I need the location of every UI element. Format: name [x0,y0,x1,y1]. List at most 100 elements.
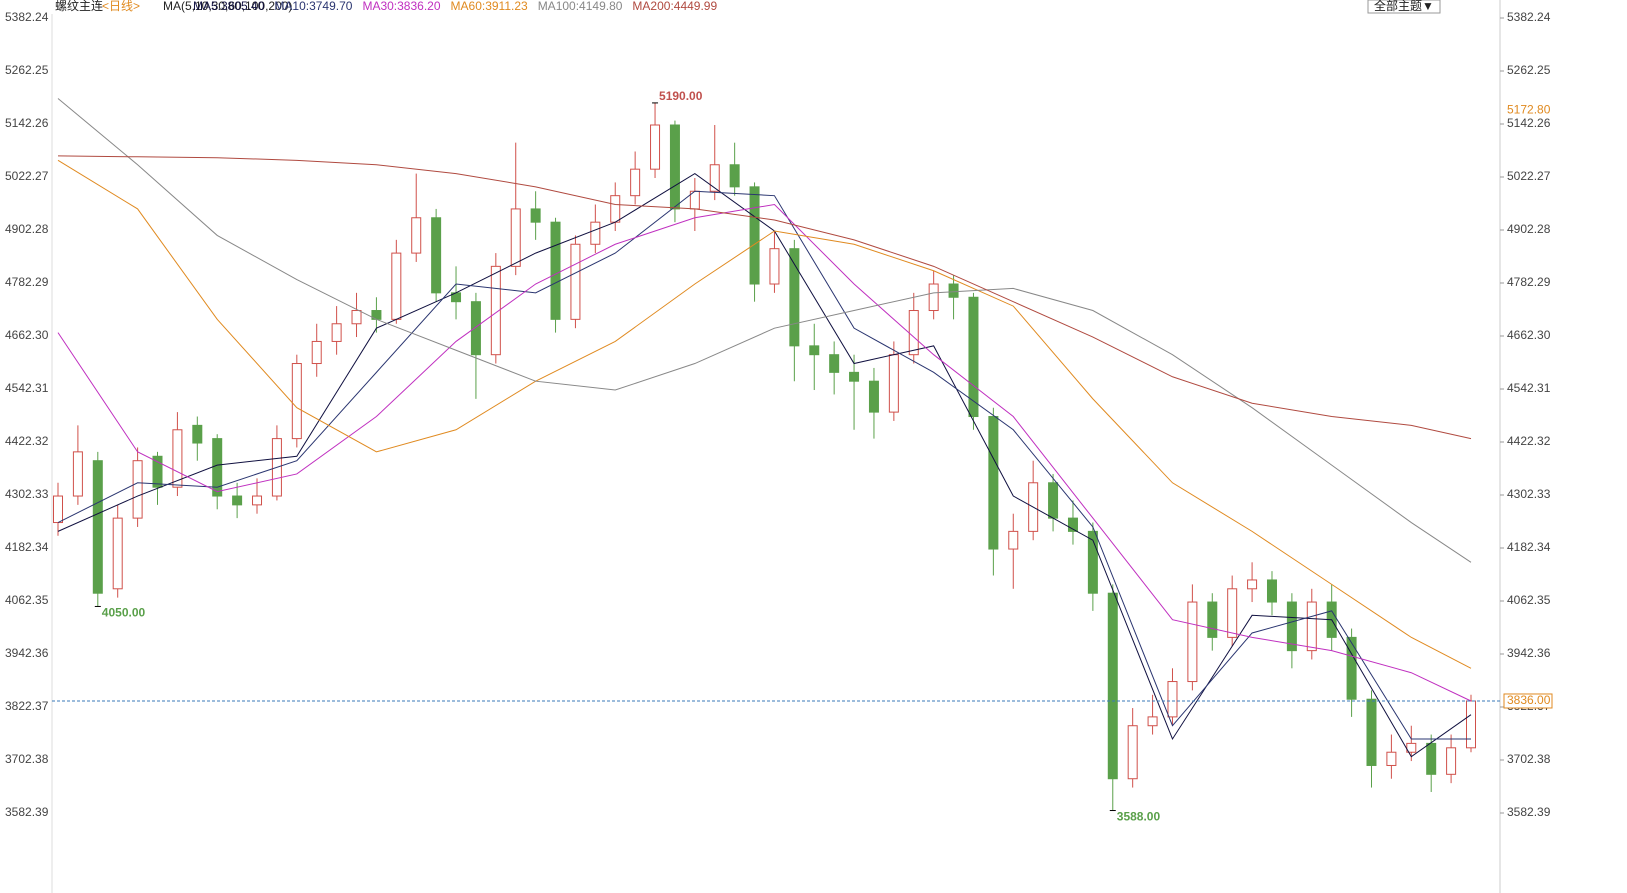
candle-body [351,310,362,325]
candle-body [1306,601,1317,652]
y-tick-label: 4902.28 [5,222,49,236]
candle-body [868,380,879,413]
candle-body [1087,530,1098,594]
y-tick-label: 5262.25 [5,63,49,77]
candle-body [192,424,203,444]
y-tick-label-right: 3942.36 [1507,646,1551,660]
legend-item: MA200:4449.99 [632,0,717,13]
candle-body [1187,601,1198,683]
candle-body [1406,742,1417,753]
candle-body [769,248,780,285]
y-tick-label: 4302.33 [5,487,49,501]
y-tick-label-right: 5142.26 [1507,116,1551,130]
candle-body [928,283,939,312]
candle-body [112,517,123,590]
y-tick-label-right: 4782.29 [1507,275,1551,289]
candle-body [550,221,561,320]
theme-button-label[interactable]: 全部主题▼ [1374,0,1434,13]
candle-body [1426,742,1437,775]
candle-body [391,252,402,320]
y-tick-label-right: 4302.33 [1507,487,1551,501]
period: <日线> [102,0,140,13]
candle-body [849,371,860,382]
legend-item: MA10:3749.70 [274,0,352,13]
y-tick-label: 3582.39 [5,805,49,819]
y-tick-label: 3942.36 [5,646,49,660]
legend-item: MA100:4149.80 [538,0,623,13]
candle-body [331,323,342,342]
candle-body [610,195,621,223]
y-tick-label: 5382.24 [5,10,49,24]
candle-body [1466,700,1476,749]
candle-body [411,217,422,254]
candle-body [92,460,103,594]
y-tick-label-right: 4422.32 [1507,434,1551,448]
candle-body [1227,588,1238,638]
ma-line [57,190,1471,740]
candle-body [749,186,760,285]
y-tick-label: 5142.26 [5,116,49,130]
candle-body [530,208,541,223]
candle-body [729,164,740,188]
candle-body [888,354,899,413]
candle-body [152,455,163,488]
y-tick-label-right: 4662.30 [1507,328,1551,342]
candle-body [53,495,63,524]
ma-line [57,159,1472,669]
candle-body [968,296,979,418]
y-tick-label: 3702.38 [5,752,49,766]
ma-line [57,172,1472,758]
y-tick-label: 5022.27 [5,169,49,183]
candle-body [1366,698,1377,766]
candle-body [1247,579,1258,590]
candle-body [1207,601,1218,638]
legend-item: MA60:3911.23 [451,0,528,13]
candle-body [709,164,720,192]
y-tick-label: 3822.37 [5,699,49,713]
candle-body [1067,517,1078,532]
annotation-label: 3588.00 [1117,810,1161,824]
y-tick-label-right: 4902.28 [1507,222,1551,236]
candle-body [311,340,322,365]
candle-body [1167,681,1178,718]
candle-body [510,208,521,267]
symbol: 螺纹主连 [55,0,103,13]
y-tick-label: 4062.35 [5,593,49,607]
y-tick-label: 4542.31 [5,381,49,395]
ma-line [57,203,1472,702]
candle-body [1446,747,1457,775]
candle-body [1266,579,1277,603]
candle-body [232,495,243,506]
candle-body [291,363,302,440]
candle-body [829,354,840,373]
candle-body [132,460,143,519]
price-box [1503,693,1553,709]
y-tick-label-right: 3582.39 [1507,805,1551,819]
candle-body [809,345,820,356]
y-tick-label-right: 5262.25 [1507,63,1551,77]
annotation-label: 5190.00 [659,89,703,103]
y-tick-label-right: 4182.34 [1507,540,1551,554]
candle-body [490,265,501,356]
candle-body [908,310,919,356]
candle-body [1048,482,1059,519]
candle-body [172,429,183,488]
legend-item: MA5:3805.40 [193,0,265,13]
candle-body [72,451,83,497]
candle-body [590,221,601,245]
candle-body [948,283,959,298]
candle-body [1346,636,1357,700]
y-tick-label-right: 4542.31 [1507,381,1551,395]
candle-body [1147,716,1158,727]
ma-line [57,155,1472,440]
annotation-label: 4050.00 [102,606,146,620]
theme-button[interactable] [1367,0,1441,14]
candle-body [1107,592,1118,780]
candle-body [431,217,442,294]
candle-body [252,495,263,506]
candle-body [650,124,661,170]
legend-item: MA30:3836.20 [362,0,440,13]
y-tick-label-right: 5022.27 [1507,169,1551,183]
candle-body [570,243,581,320]
